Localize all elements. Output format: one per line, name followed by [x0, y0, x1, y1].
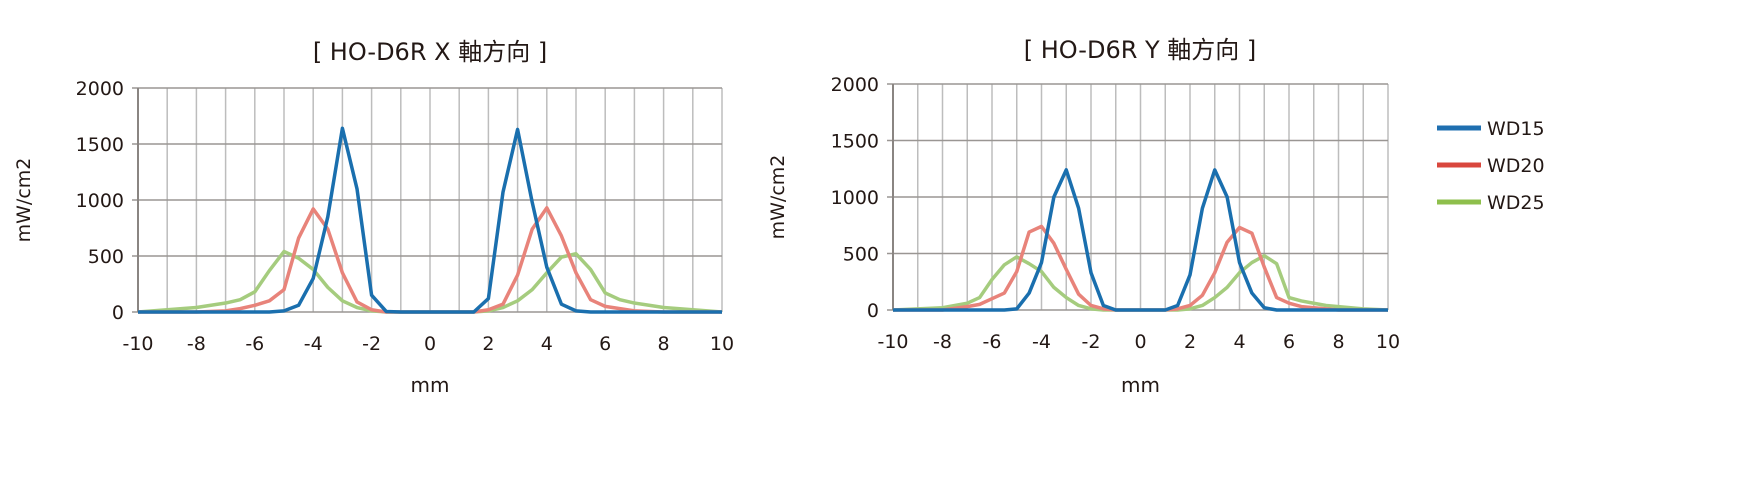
y-tick-label: 500: [843, 244, 879, 266]
y-tick-label: 1000: [831, 187, 879, 209]
x-tick-label: 4: [541, 333, 553, 355]
x-tick-label: 4: [1233, 331, 1245, 353]
x-tick-label: -4: [1032, 331, 1051, 353]
x-tick-label: -2: [1082, 331, 1101, 353]
series-line-wd15: [138, 126, 722, 314]
x-tick-label: 8: [658, 333, 670, 355]
y-axis-label: mW/cm2: [767, 155, 789, 240]
y-tick-label: 1500: [831, 131, 879, 153]
chart-title: [ HO-D6R Y 軸方向 ]: [1024, 36, 1257, 64]
y-tick-label: 0: [867, 300, 879, 322]
y-tick-label: 2000: [831, 74, 879, 96]
x-tick-label: -8: [187, 333, 206, 355]
x-tick-label: -6: [983, 331, 1002, 353]
y-tick-label: 1000: [76, 190, 124, 212]
x-tick-label: -8: [933, 331, 952, 353]
x-tick-label: -6: [245, 333, 264, 355]
legend-label: WD15: [1487, 118, 1545, 140]
y-tick-label: 2000: [76, 78, 124, 100]
legend: WD15 WD20 WD25: [1437, 118, 1545, 214]
x-tick-label: 0: [1134, 331, 1146, 353]
x-tick-label: -10: [877, 331, 908, 353]
y-axis-label: mW/cm2: [13, 158, 35, 243]
x-tick-label: 2: [482, 333, 494, 355]
y-tick-label: 500: [88, 246, 124, 268]
x-tick-label: -10: [122, 333, 153, 355]
chart-title: [ HO-D6R X 軸方向 ]: [313, 38, 547, 66]
x-tick-label: 6: [1283, 331, 1295, 353]
x-tick-label: 8: [1332, 331, 1344, 353]
x-tick-label: 6: [599, 333, 611, 355]
x-axis-label: mm: [411, 373, 450, 397]
legend-label: WD20: [1487, 155, 1545, 177]
chart-1: 0 500 1000 1500 2000 -10 -8 -6 -4 -2 0 2 4 6 8 10 [ HO-D…: [767, 36, 1400, 397]
x-tick-label: -2: [362, 333, 381, 355]
y-tick-label: 1500: [76, 134, 124, 156]
x-axis-label: mm: [1121, 373, 1160, 397]
chart-0: 0 500 1000 1500 2000 -10 -8 -6 -4 -2 0 2 4 6 8 10 [ HO-D…: [13, 38, 734, 397]
y-tick-label: 0: [112, 302, 124, 324]
series-line-wd15: [893, 168, 1388, 312]
x-tick-label: 2: [1184, 331, 1196, 353]
x-tick-label: -4: [304, 333, 323, 355]
x-tick-label: 0: [424, 333, 436, 355]
x-tick-label: 10: [1376, 331, 1400, 353]
x-tick-label: 10: [710, 333, 734, 355]
legend-label: WD25: [1487, 192, 1545, 214]
